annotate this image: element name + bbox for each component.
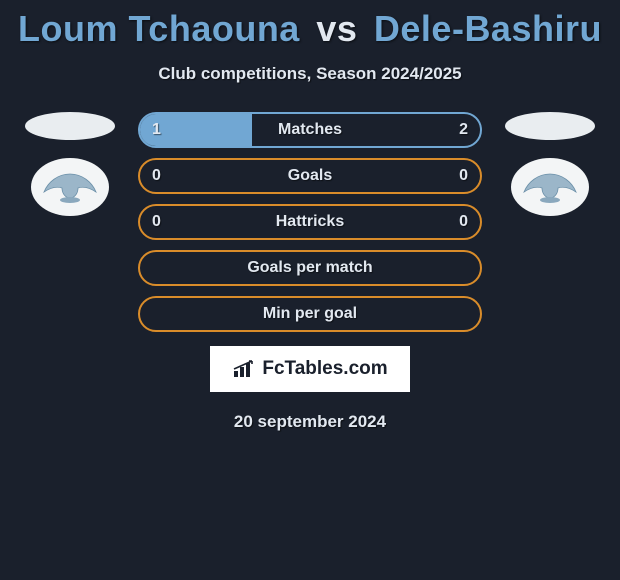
eagle-crest-icon <box>520 168 580 206</box>
stat-label: Hattricks <box>140 213 480 231</box>
bars-chart-icon <box>232 359 258 379</box>
stat-bar: Goals per match <box>138 250 482 286</box>
player1-avatar-placeholder <box>25 112 115 140</box>
stat-label: Min per goal <box>140 305 480 323</box>
player1-name: Loum Tchaouna <box>18 8 300 49</box>
player2-club-crest <box>511 158 589 216</box>
stat-bar: 0 0Goals <box>138 158 482 194</box>
stat-left-value: 0 <box>152 167 161 185</box>
page-title: Loum Tchaouna vs Dele-Bashiru <box>0 0 620 50</box>
stat-label: Goals <box>140 167 480 185</box>
stat-label: Goals per match <box>140 259 480 277</box>
vs-separator: vs <box>316 8 357 49</box>
brand-badge-wrap: FcTables.com <box>0 346 620 392</box>
stat-left-value: 0 <box>152 213 161 231</box>
stat-bar: 12Matches <box>138 112 482 148</box>
stat-bars: 12Matches00Goals00HattricksGoals per mat… <box>138 112 482 332</box>
player1-club-crest <box>31 158 109 216</box>
comparison-body: 12Matches00Goals00HattricksGoals per mat… <box>0 112 620 332</box>
brand-badge[interactable]: FcTables.com <box>210 346 409 392</box>
stat-right-value: 2 <box>459 121 468 139</box>
comparison-card: Loum Tchaouna vs Dele-Bashiru Club compe… <box>0 0 620 432</box>
stat-left-value: 1 <box>152 121 161 139</box>
subtitle: Club competitions, Season 2024/2025 <box>0 64 620 84</box>
datestamp: 20 september 2024 <box>0 412 620 432</box>
brand-text: FcTables.com <box>262 358 387 380</box>
stat-bar: 0 0Hattricks <box>138 204 482 240</box>
player2-avatar-placeholder <box>505 112 595 140</box>
stat-right-value: 0 <box>459 167 468 185</box>
stat-bar: Min per goal <box>138 296 482 332</box>
stat-right-value: 0 <box>459 213 468 231</box>
right-side <box>500 112 600 332</box>
player2-name: Dele-Bashiru <box>374 8 602 49</box>
eagle-crest-icon <box>40 168 100 206</box>
left-side <box>20 112 120 332</box>
